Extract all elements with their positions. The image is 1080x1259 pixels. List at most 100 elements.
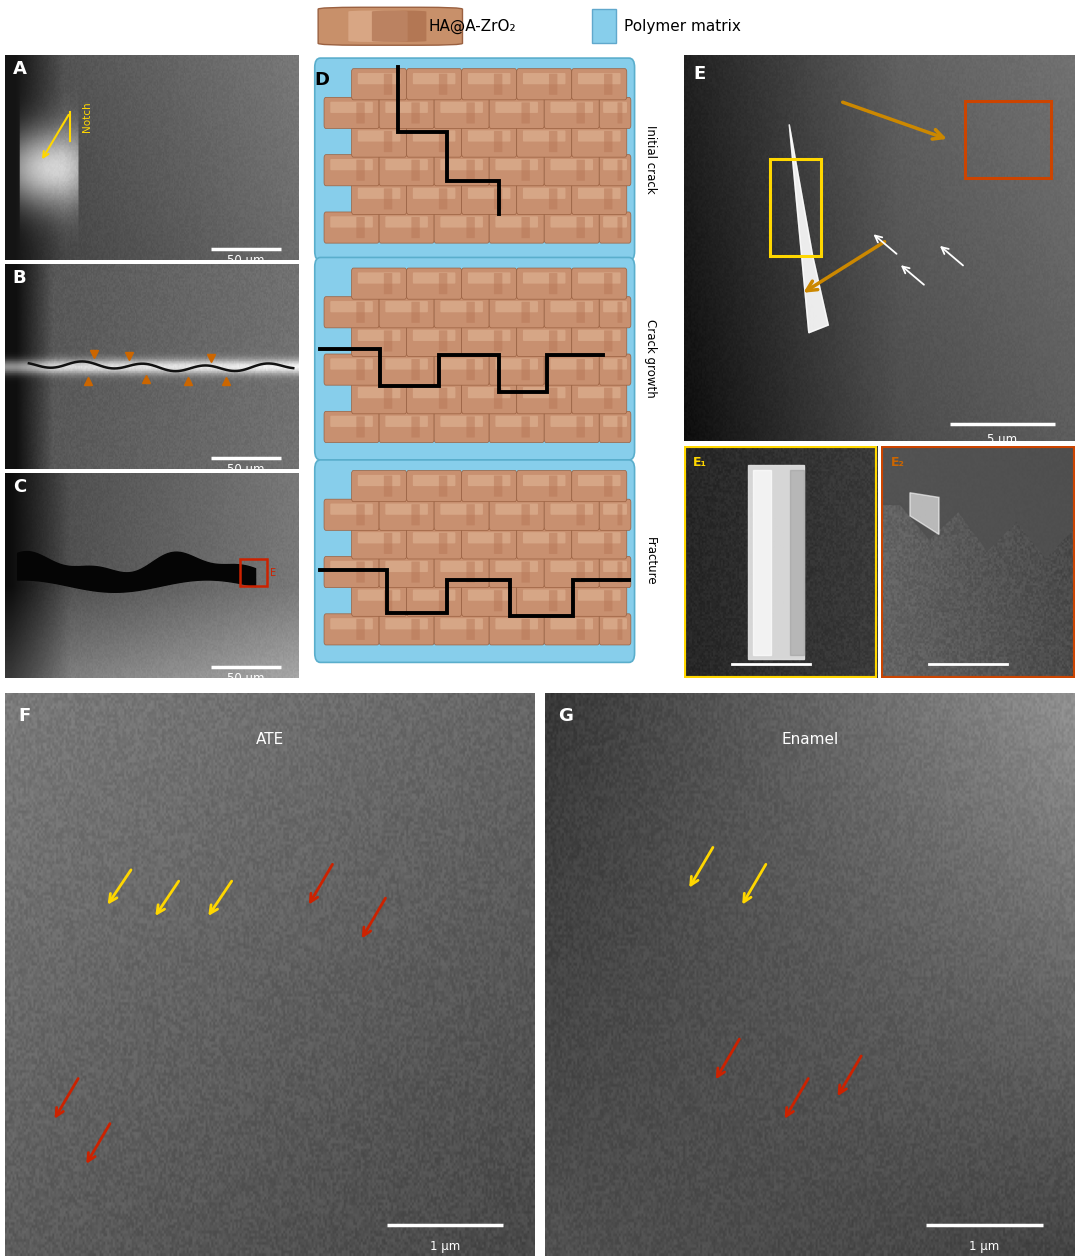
Text: E₂: E₂ xyxy=(891,456,904,468)
FancyBboxPatch shape xyxy=(468,188,511,199)
FancyBboxPatch shape xyxy=(599,499,631,530)
FancyBboxPatch shape xyxy=(352,126,406,157)
FancyBboxPatch shape xyxy=(516,585,571,617)
FancyBboxPatch shape xyxy=(434,499,489,530)
FancyBboxPatch shape xyxy=(544,354,599,385)
FancyBboxPatch shape xyxy=(413,73,456,84)
FancyBboxPatch shape xyxy=(386,102,428,113)
FancyBboxPatch shape xyxy=(467,102,475,123)
FancyBboxPatch shape xyxy=(467,160,475,181)
FancyBboxPatch shape xyxy=(496,504,538,515)
FancyBboxPatch shape xyxy=(352,471,406,501)
FancyBboxPatch shape xyxy=(461,585,516,617)
FancyBboxPatch shape xyxy=(413,533,456,544)
FancyBboxPatch shape xyxy=(522,217,530,238)
FancyBboxPatch shape xyxy=(523,533,566,544)
FancyBboxPatch shape xyxy=(352,325,406,356)
FancyBboxPatch shape xyxy=(549,189,557,209)
Bar xyxy=(593,9,616,43)
FancyBboxPatch shape xyxy=(441,504,483,515)
FancyBboxPatch shape xyxy=(618,359,622,380)
FancyBboxPatch shape xyxy=(496,618,538,630)
FancyBboxPatch shape xyxy=(330,159,373,170)
FancyBboxPatch shape xyxy=(516,471,571,501)
FancyBboxPatch shape xyxy=(496,560,538,572)
FancyBboxPatch shape xyxy=(357,272,401,283)
FancyBboxPatch shape xyxy=(411,217,420,238)
FancyBboxPatch shape xyxy=(357,73,401,84)
FancyBboxPatch shape xyxy=(551,618,593,630)
FancyBboxPatch shape xyxy=(618,504,622,525)
FancyBboxPatch shape xyxy=(413,188,456,199)
FancyBboxPatch shape xyxy=(544,97,599,128)
FancyBboxPatch shape xyxy=(618,102,622,123)
FancyBboxPatch shape xyxy=(468,589,511,601)
FancyBboxPatch shape xyxy=(438,533,447,554)
Text: 1 μm: 1 μm xyxy=(970,1240,1000,1253)
FancyBboxPatch shape xyxy=(618,302,622,322)
FancyBboxPatch shape xyxy=(434,97,489,128)
FancyBboxPatch shape xyxy=(618,618,622,640)
FancyBboxPatch shape xyxy=(544,297,599,327)
FancyBboxPatch shape xyxy=(599,155,631,186)
FancyBboxPatch shape xyxy=(438,388,447,409)
FancyBboxPatch shape xyxy=(522,562,530,583)
FancyBboxPatch shape xyxy=(461,528,516,559)
FancyBboxPatch shape xyxy=(330,301,373,312)
FancyBboxPatch shape xyxy=(496,102,538,113)
FancyBboxPatch shape xyxy=(494,476,502,497)
FancyBboxPatch shape xyxy=(522,102,530,123)
Text: Enamel: Enamel xyxy=(781,733,838,748)
FancyBboxPatch shape xyxy=(496,415,538,427)
FancyBboxPatch shape xyxy=(413,330,456,341)
Polygon shape xyxy=(747,465,804,660)
FancyBboxPatch shape xyxy=(438,330,447,351)
FancyBboxPatch shape xyxy=(386,504,428,515)
FancyBboxPatch shape xyxy=(618,562,622,583)
FancyBboxPatch shape xyxy=(571,585,626,617)
FancyBboxPatch shape xyxy=(314,257,635,460)
FancyBboxPatch shape xyxy=(406,184,461,214)
FancyBboxPatch shape xyxy=(386,618,428,630)
Polygon shape xyxy=(910,492,939,534)
Text: Crack growth: Crack growth xyxy=(644,320,657,398)
FancyBboxPatch shape xyxy=(406,528,461,559)
FancyBboxPatch shape xyxy=(406,268,461,300)
FancyBboxPatch shape xyxy=(489,212,544,243)
FancyBboxPatch shape xyxy=(379,97,434,128)
FancyBboxPatch shape xyxy=(461,268,516,300)
FancyBboxPatch shape xyxy=(599,354,631,385)
FancyBboxPatch shape xyxy=(578,188,621,199)
FancyBboxPatch shape xyxy=(324,297,379,327)
Text: Fracture: Fracture xyxy=(644,536,657,585)
FancyBboxPatch shape xyxy=(352,268,406,300)
FancyBboxPatch shape xyxy=(603,415,627,427)
Text: A: A xyxy=(13,60,27,78)
FancyBboxPatch shape xyxy=(386,301,428,312)
FancyBboxPatch shape xyxy=(578,73,621,84)
FancyBboxPatch shape xyxy=(618,217,622,238)
FancyBboxPatch shape xyxy=(494,273,502,295)
FancyBboxPatch shape xyxy=(383,590,392,612)
FancyBboxPatch shape xyxy=(434,155,489,186)
FancyBboxPatch shape xyxy=(314,460,635,662)
FancyBboxPatch shape xyxy=(489,297,544,327)
Bar xyxy=(241,559,267,585)
FancyBboxPatch shape xyxy=(522,359,530,380)
FancyBboxPatch shape xyxy=(577,160,585,181)
FancyBboxPatch shape xyxy=(468,387,511,398)
FancyBboxPatch shape xyxy=(441,560,483,572)
FancyBboxPatch shape xyxy=(357,533,401,544)
Bar xyxy=(770,159,821,256)
FancyBboxPatch shape xyxy=(578,533,621,544)
FancyBboxPatch shape xyxy=(544,556,599,588)
FancyBboxPatch shape xyxy=(551,415,593,427)
FancyBboxPatch shape xyxy=(467,217,475,238)
FancyBboxPatch shape xyxy=(330,359,373,370)
FancyBboxPatch shape xyxy=(578,330,621,341)
FancyBboxPatch shape xyxy=(406,383,461,414)
FancyBboxPatch shape xyxy=(551,560,593,572)
FancyBboxPatch shape xyxy=(468,475,511,486)
FancyBboxPatch shape xyxy=(356,359,365,380)
FancyBboxPatch shape xyxy=(411,618,420,640)
